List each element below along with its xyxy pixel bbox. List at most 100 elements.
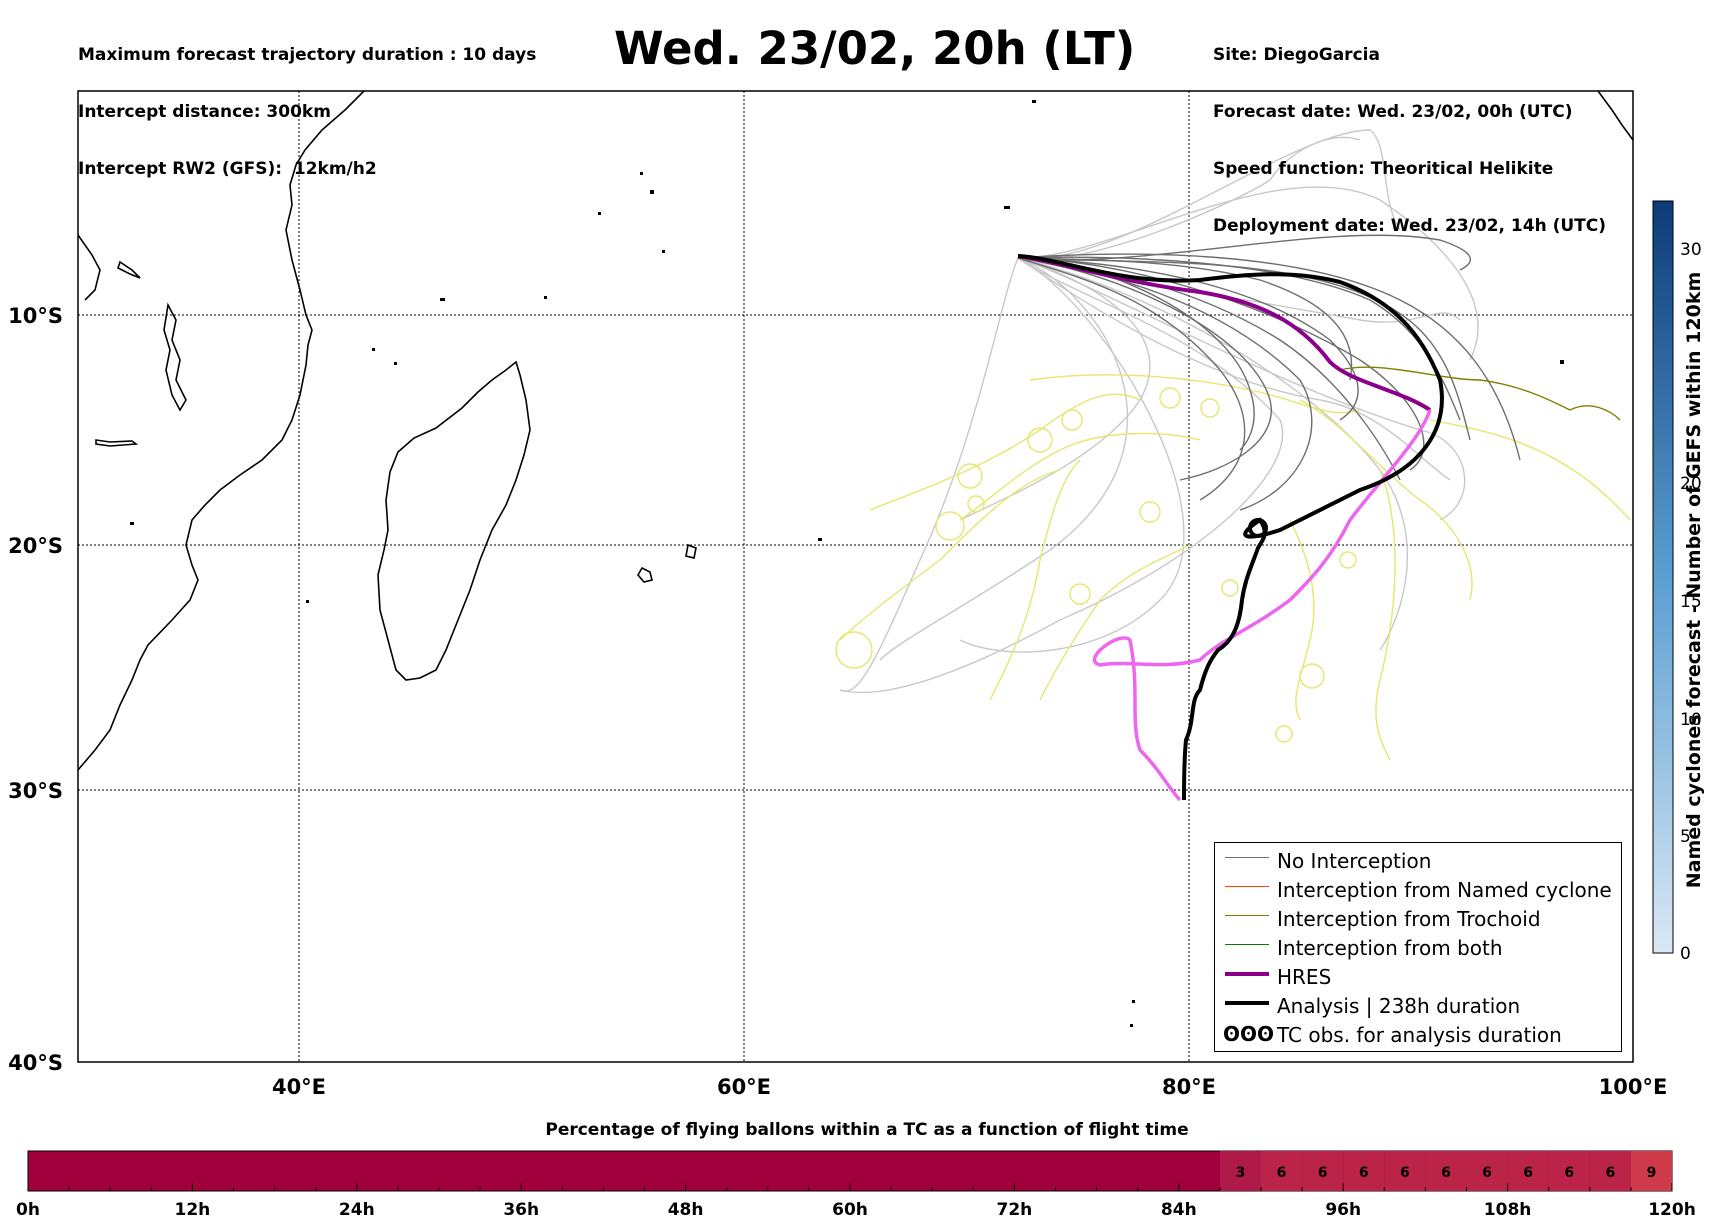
colorbar-tick-20: 20 <box>1680 474 1702 494</box>
intercept-distance-text: Intercept distance: 300km <box>78 102 331 122</box>
main-title: Wed. 23/02, 20h (LT) <box>614 22 1136 75</box>
africa-coast <box>77 90 365 771</box>
legend-label: TC obs. for analysis duration <box>1277 1023 1562 1047</box>
timeline-cell <box>1261 1151 1303 1191</box>
header-right: Site: DiegoGarcia Forecast date: Wed. 23… <box>1213 8 1606 255</box>
timeline-cell <box>1219 1151 1261 1191</box>
lat-label-10s: 10°S <box>8 304 63 328</box>
forecast-date-text: Forecast date: Wed. 23/02, 00h (UTC) <box>1213 102 1573 122</box>
timeline-tick-label: 0h <box>16 1200 40 1220</box>
madagascar <box>377 360 531 681</box>
lat-label-40s: 40°S <box>8 1051 63 1075</box>
analysis-track <box>1017 254 1444 801</box>
timeline-cell <box>1630 1151 1672 1191</box>
coastlines <box>77 90 1634 771</box>
legend-label: Interception from Trochoid <box>1277 907 1541 931</box>
lon-label-40e: 40°E <box>272 1075 326 1099</box>
timeline-cell <box>1302 1151 1344 1191</box>
colorbar-tick-15: 15 <box>1680 592 1702 612</box>
timeline-title: Percentage of flying ballons within a TC… <box>545 1120 1189 1140</box>
timeline-cell <box>1548 1151 1590 1191</box>
colorbar: 0 5 10 15 20 30 <box>1652 200 1702 964</box>
lon-label-80e: 80°E <box>1162 1075 1216 1099</box>
timeline-tick-label: 108h <box>1484 1200 1532 1220</box>
analysis-loop <box>1248 518 1268 538</box>
lake-2 <box>95 439 139 447</box>
timeline-bar: 3 6 6 6 6 6 6 6 6 6 9 0h 12h 24h 36h 48h 60h 72h 84h 96h 10… <box>16 1150 1696 1220</box>
timeline-cell <box>1589 1151 1631 1191</box>
legend-label: No Interception <box>1277 849 1432 873</box>
timeline-cell-value: 6 <box>1523 1165 1533 1181</box>
colorbar-tick-30: 30 <box>1680 240 1702 260</box>
mozambique-channel-island <box>163 302 187 412</box>
small-islands <box>130 100 1564 1027</box>
timeline-cell-value: 3 <box>1236 1165 1246 1181</box>
legend-item-both: Interception from both <box>1215 936 1621 964</box>
colorbar-tick-5: 5 <box>1680 827 1691 847</box>
legend-label: Interception from both <box>1277 936 1503 960</box>
map-gridlines <box>78 91 1633 1062</box>
site-text: Site: DiegoGarcia <box>1213 45 1380 65</box>
timeline-tick-label: 84h <box>1161 1200 1197 1220</box>
timeline-cell-value: 6 <box>1277 1165 1287 1181</box>
tc-obs-symbol-icon: ʘʘʘ <box>1223 1022 1275 1046</box>
legend-swatch <box>1225 1001 1269 1005</box>
timeline-tick-label: 60h <box>832 1200 868 1220</box>
colorbar-tick-0: 0 <box>1680 944 1691 964</box>
timeline-cell <box>1384 1151 1426 1191</box>
colorbar-ramp <box>1652 200 1674 954</box>
legend-swatch <box>1225 886 1269 887</box>
legend-item-analysis: Analysis | 238h duration <box>1215 994 1621 1022</box>
legend-label: Interception from Named cyclone <box>1277 878 1612 902</box>
timeline-cell-value: 6 <box>1318 1165 1328 1181</box>
timeline-cell <box>1466 1151 1508 1191</box>
ensemble-tracks-light <box>839 129 1479 694</box>
mauritius <box>637 566 653 583</box>
timeline-cell-value: 6 <box>1482 1165 1492 1181</box>
deployment-date-text: Deployment date: Wed. 23/02, 14h (UTC) <box>1213 216 1607 236</box>
legend-swatch <box>1225 944 1269 945</box>
legend-swatch <box>1225 972 1269 976</box>
africa-west-edge <box>77 234 101 301</box>
colorbar-label: Named cyclones forecast - Number of GEFS… <box>1683 271 1705 889</box>
legend-item-hres: HRES <box>1215 965 1621 993</box>
colorbar-tick-10: 10 <box>1680 710 1702 730</box>
timeline-cell <box>1343 1151 1385 1191</box>
reunion <box>685 543 697 559</box>
lat-label-20s: 20°S <box>8 534 63 558</box>
timeline-tick-label: 36h <box>503 1200 539 1220</box>
max-duration-text: Maximum forecast trajectory duration : 1… <box>78 45 537 65</box>
timeline-cell-value: 9 <box>1647 1165 1657 1181</box>
timeline-cell-value: 6 <box>1441 1165 1451 1181</box>
timeline-tick-label: 72h <box>997 1200 1033 1220</box>
timeline-cell-value: 6 <box>1359 1165 1369 1181</box>
trochoid-loops <box>835 374 1631 761</box>
intercept-rw2-text: Intercept RW2 (GFS): 12km/h2 <box>78 159 377 179</box>
legend-label: HRES <box>1277 965 1332 989</box>
timeline-cell-value: 6 <box>1564 1165 1574 1181</box>
timeline-tick-label: 120h <box>1648 1200 1696 1220</box>
seychelles <box>1597 90 1634 141</box>
speed-function-text: Speed function: Theoritical Helikite <box>1213 159 1554 179</box>
timeline-cell-value: 6 <box>1400 1165 1410 1181</box>
timeline-tick-label: 96h <box>1325 1200 1361 1220</box>
legend-item-trochoid: Interception from Trochoid <box>1215 907 1621 935</box>
timeline-cell <box>1425 1151 1467 1191</box>
trochoid-interception-track <box>1339 366 1621 421</box>
lat-label-30s: 30°S <box>8 779 63 803</box>
timeline-cell <box>1507 1151 1549 1191</box>
lon-label-60e: 60°E <box>717 1075 771 1099</box>
legend-label: Analysis | 238h duration <box>1277 994 1521 1018</box>
timeline-tick-label: 48h <box>668 1200 704 1220</box>
legend-item-no-interception: No Interception <box>1215 849 1621 877</box>
map-legend: No Interception Interception from Named … <box>1214 842 1622 1052</box>
legend-item-named-cyclone: Interception from Named cyclone <box>1215 878 1621 906</box>
lake <box>117 260 141 279</box>
legend-swatch <box>1225 857 1269 858</box>
timeline-tick-label: 24h <box>339 1200 375 1220</box>
hres-extension-track <box>1092 409 1432 802</box>
lon-label-100e: 100°E <box>1599 1075 1668 1099</box>
legend-swatch <box>1225 915 1269 916</box>
timeline-cell-value: 6 <box>1605 1165 1615 1181</box>
